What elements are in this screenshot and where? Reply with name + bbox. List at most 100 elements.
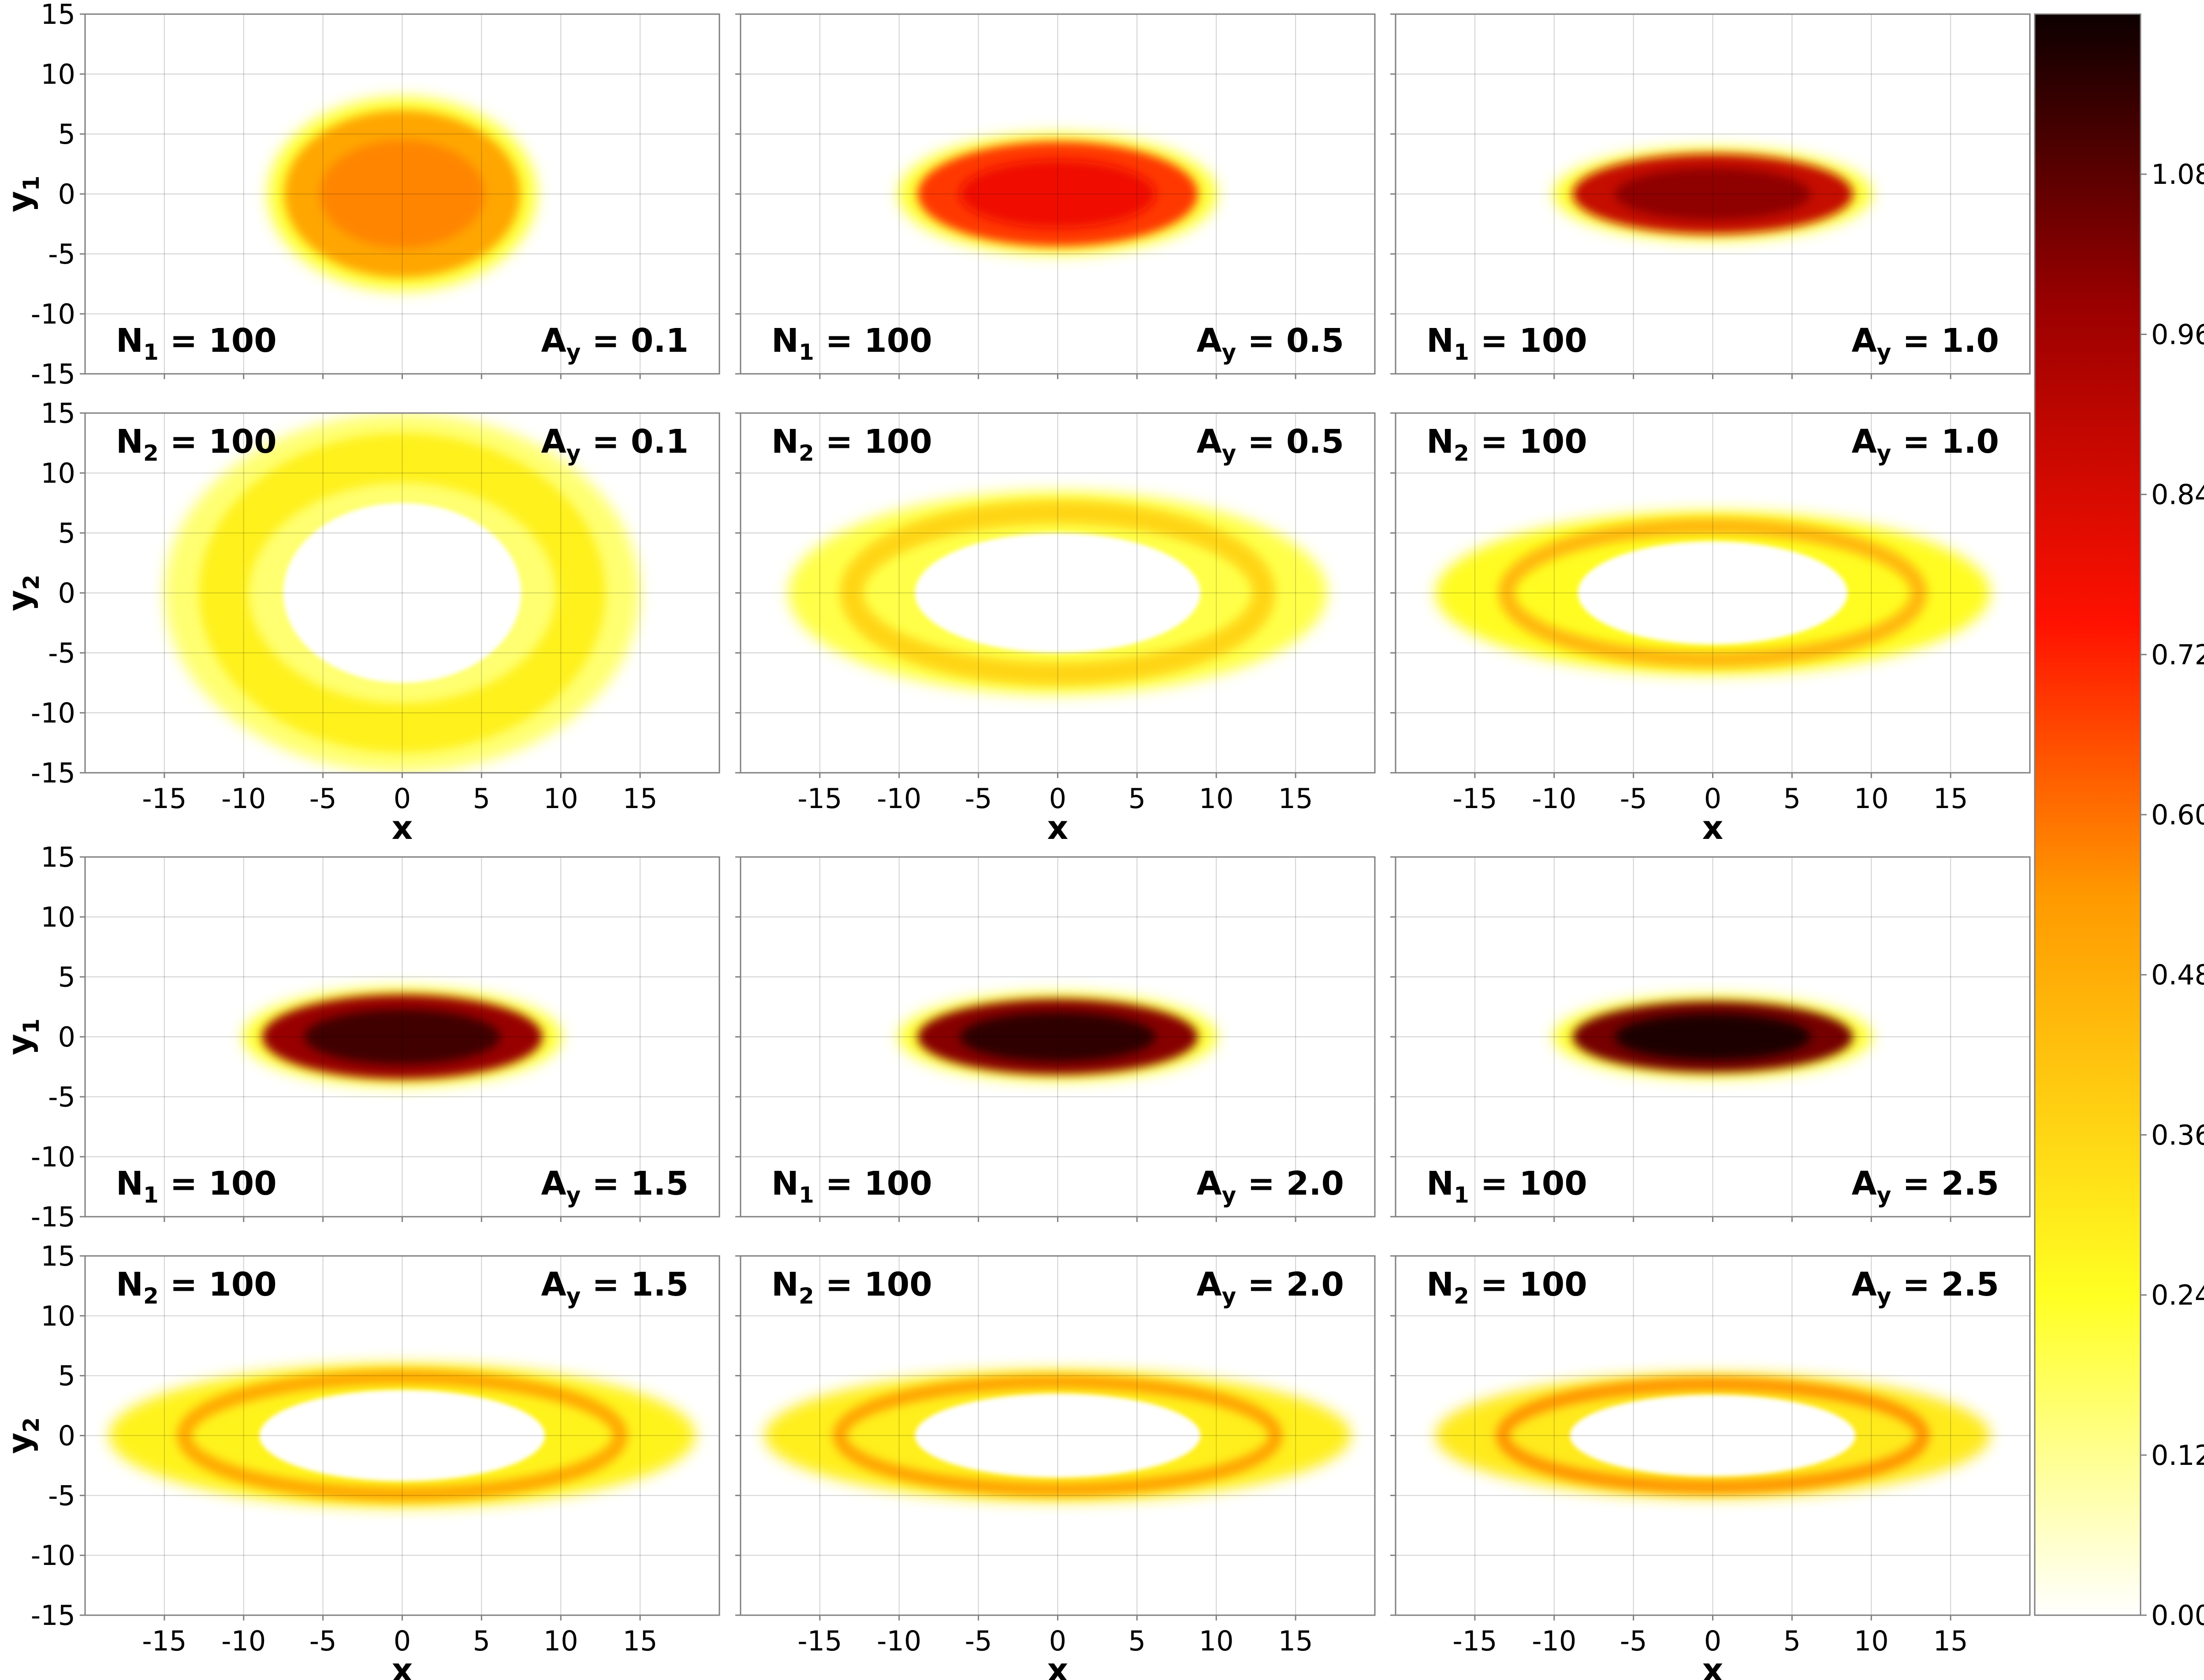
panel-r0-c1: N1 = 100 Ay = 0.5 — [735, 13, 1376, 379]
colorbar-tick-label: 0.48 — [2151, 959, 2204, 991]
ay-annotation: Ay = 1.5 — [541, 1266, 689, 1309]
x-tick-label: 0 — [1704, 782, 1721, 815]
ay-annotation: Ay = 2.5 — [1852, 1266, 1999, 1309]
x-tick-label: 15 — [1278, 1625, 1313, 1657]
x-tick-label: 15 — [623, 782, 658, 815]
x-tick-label: 15 — [1933, 1625, 1968, 1657]
y-tick-label: -10 — [31, 697, 75, 729]
n-annotation: N2 = 100 — [116, 1266, 277, 1309]
y-tick-label: -10 — [31, 298, 75, 330]
colorbar: 1.08 0.96 0.84 0.72 0.60 0.48 0.36 0.24 0.12 0.00 — [2034, 13, 2204, 1632]
density-ring-hole — [915, 1393, 1201, 1478]
y-tick-label: 5 — [58, 118, 75, 150]
density-ring-hole — [915, 533, 1201, 653]
y-tick-label: 10 — [41, 58, 75, 90]
density-ring-band — [840, 500, 1276, 685]
n-annotation: N2 = 100 — [1426, 423, 1587, 466]
n-annotation: N1 = 100 — [116, 1165, 277, 1208]
y-tick-label: 5 — [58, 961, 75, 993]
x-tick-label: 0 — [394, 782, 411, 815]
x-axis-label: x — [1047, 809, 1068, 847]
x-tick-label: 15 — [1278, 782, 1313, 815]
density-core — [1615, 1013, 1811, 1060]
y-tick-label: -5 — [48, 1479, 75, 1512]
x-tick-label: -10 — [1532, 782, 1576, 815]
y-tick-label: 15 — [41, 841, 75, 873]
x-tick-label: 5 — [473, 1625, 490, 1657]
colorbar-tick-label: 0.60 — [2151, 799, 2204, 831]
x-tick-label: 5 — [1128, 1625, 1146, 1657]
x-axis-label: x — [392, 809, 413, 847]
panel-r3-c0: 15 10 5 0 -5 -10 -15 y2 -15 -10 -5 0 5 10 15 x N2 = 100 A… — [1, 1240, 720, 1680]
n-annotation: N1 = 100 — [771, 322, 932, 365]
x-tick-label: 15 — [1933, 782, 1968, 815]
x-tick-label: 10 — [1199, 782, 1234, 815]
ay-annotation: Ay = 0.5 — [1197, 322, 1344, 365]
x-axis-label: x — [1702, 809, 1724, 847]
grid — [741, 14, 1375, 374]
y-tick-label: -15 — [31, 358, 75, 390]
x-tick-label: -10 — [877, 1625, 921, 1657]
n-annotation: N2 = 100 — [771, 423, 932, 466]
y-tick-label: -5 — [48, 637, 75, 669]
density-map — [164, 413, 640, 773]
y-tick-label: 0 — [58, 577, 75, 609]
density-ring-hole — [1570, 1395, 1856, 1476]
x-tick-label: -10 — [877, 782, 921, 815]
y-tick-label: -15 — [31, 1599, 75, 1632]
density-ring-hole — [1578, 541, 1848, 644]
x-tick-label: -15 — [142, 1625, 186, 1657]
density-map — [788, 491, 1328, 695]
x-tick-label: 10 — [1854, 782, 1889, 815]
panel-r1-c1: -15 -10 -5 0 5 10 15 x N2 = 100 Ay = 0.5 — [735, 412, 1376, 847]
ay-annotation: Ay = 0.1 — [541, 423, 689, 466]
ay-annotation: Ay = 1.0 — [1852, 423, 1999, 466]
y-tick-label: 15 — [41, 0, 75, 30]
x-axis-label: x — [1702, 1651, 1724, 1680]
colorbar-tick-label: 0.12 — [2151, 1439, 2204, 1471]
density-ring-band — [199, 433, 606, 753]
x-tick-label: 10 — [544, 782, 578, 815]
y-tick-label: 5 — [58, 1360, 75, 1392]
density-map — [1553, 995, 1873, 1079]
x-tick-label: 15 — [623, 1625, 658, 1657]
density-map — [1553, 147, 1873, 241]
x-axis-label: x — [392, 1651, 413, 1680]
density-map — [1435, 511, 1991, 674]
n-annotation: N1 = 100 — [116, 322, 277, 365]
density-map — [1435, 1373, 1991, 1498]
ay-annotation: Ay = 0.5 — [1197, 423, 1344, 466]
panel-r0-c2: N1 = 100 Ay = 1.0 — [1390, 13, 2031, 379]
y-tick-label: 15 — [41, 397, 75, 429]
x-tick-label: 0 — [394, 1625, 411, 1657]
x-tick-label: -5 — [1620, 782, 1647, 815]
density-ring-band — [1496, 1377, 1930, 1494]
density-core — [320, 140, 485, 248]
ay-annotation: Ay = 2.0 — [1197, 1165, 1344, 1208]
density-map — [268, 97, 537, 291]
colorbar-tick-label: 0.84 — [2151, 479, 2204, 511]
n-annotation: N1 = 100 — [1426, 1165, 1587, 1208]
y-tick-label: 10 — [41, 457, 75, 489]
density-ring-band — [1498, 518, 1927, 668]
x-tick-label: -15 — [797, 782, 842, 815]
y-tick-label: 0 — [58, 1420, 75, 1452]
panel-r0-c0: 15 10 5 0 -5 -10 -15 y1 N1 = 100 Ay = 0.1 — [1, 0, 720, 390]
x-tick-label: -15 — [797, 1625, 842, 1657]
n-annotation: N2 = 100 — [1426, 1266, 1587, 1309]
ay-annotation: Ay = 0.1 — [541, 322, 689, 365]
x-tick-label: 0 — [1049, 782, 1066, 815]
y-tick-label: -10 — [31, 1141, 75, 1173]
panel-r2-c0: 15 10 5 0 -5 -10 -15 y1 N1 = 100 Ay = 1.5 — [1, 841, 720, 1233]
panel-r1-c0: 15 10 5 0 -5 -10 -15 y2 -15 -10 -5 0 5 10 15 x N2 = 100 A… — [1, 397, 720, 847]
y-tick-label: -15 — [31, 757, 75, 789]
ay-annotation: Ay = 2.0 — [1197, 1266, 1344, 1309]
panel-r3-c1: -15 -10 -5 0 5 10 15 x N2 = 100 Ay = 2.0 — [735, 1255, 1376, 1680]
x-axis-label: x — [1047, 1651, 1068, 1680]
density-map — [242, 987, 562, 1086]
x-tick-label: 10 — [1199, 1625, 1234, 1657]
x-tick-label: -10 — [1532, 1625, 1576, 1657]
y-tick-label: 10 — [41, 901, 75, 933]
y-tick-label: 15 — [41, 1240, 75, 1272]
